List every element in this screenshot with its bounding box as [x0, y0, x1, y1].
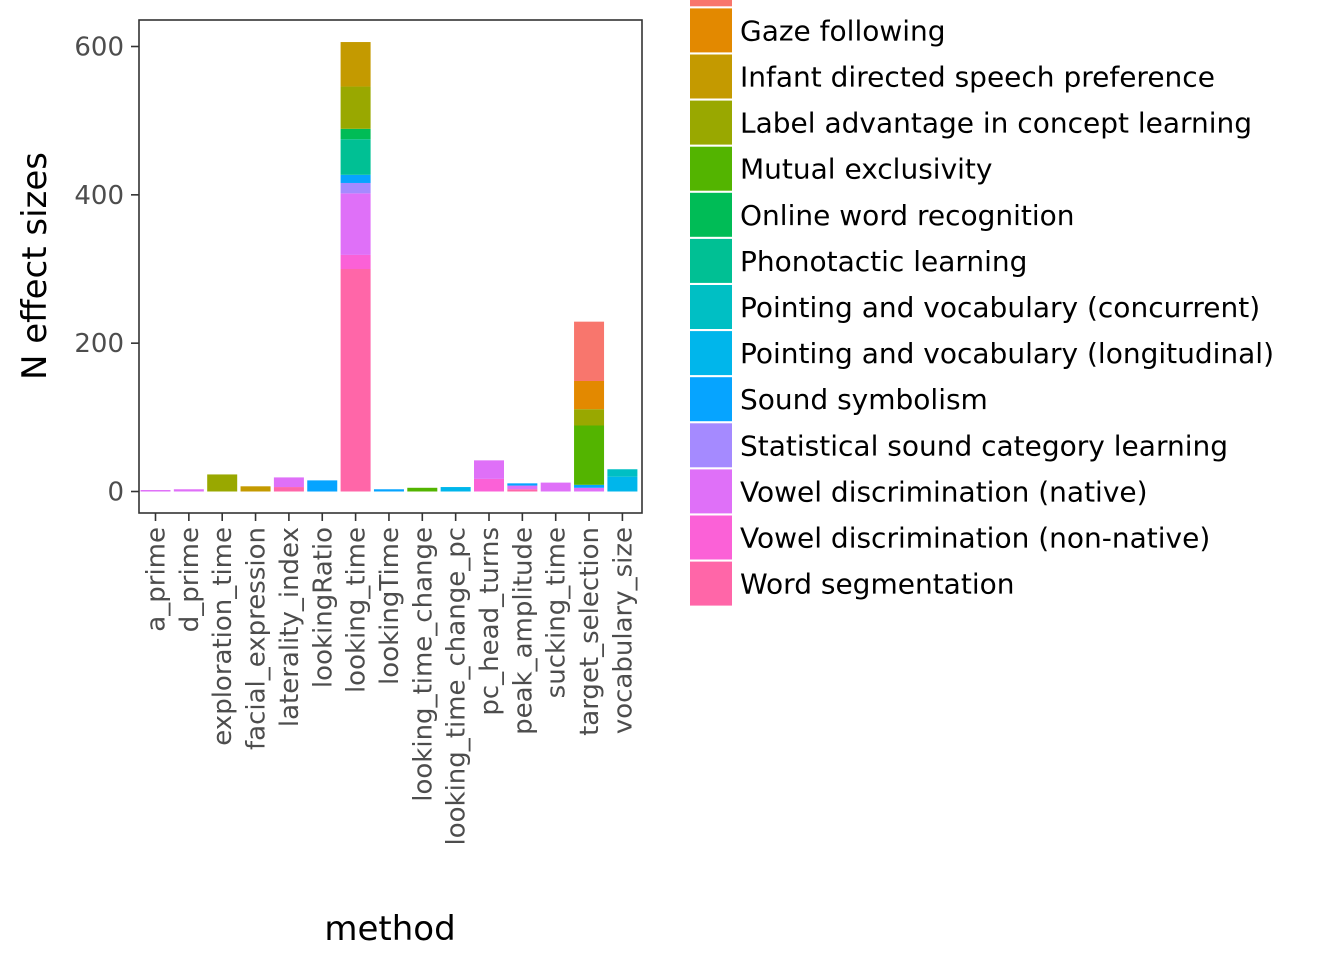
legend: Gaze following Infant directed speech pre… [690, 0, 1274, 606]
bar-segment-sucking_time [540, 482, 571, 492]
legend-label-6: Phonotactic learning [740, 245, 1027, 278]
legend-key-7 [690, 285, 732, 329]
x-tick-label-looking_time_change_pc: looking_time_change_pc [442, 527, 472, 846]
x-tick-label-vocabulary_size: vocabulary_size [608, 527, 638, 734]
bar-segment-looking_time_change [407, 487, 438, 492]
x-tick-label-d_prime: d_prime [175, 527, 205, 632]
x-tick-label-lookingTime: lookingTime [375, 527, 405, 685]
bar-segment-pc_head_turns [474, 460, 504, 479]
bar-segment-looking_time [340, 139, 371, 175]
x-tick-label-facial_expression: facial_expression [242, 527, 272, 750]
bar-segment-looking_time [340, 174, 371, 183]
bar-segment-laterality_index [273, 477, 304, 488]
bar-segment-target_selection [574, 409, 605, 426]
bar-segment-a_prime [140, 490, 171, 492]
x-tick-label-lookingRatio: lookingRatio [308, 527, 338, 688]
bar-segment-facial_expression [240, 486, 271, 492]
bar-segment-peak_amplitude [507, 485, 538, 490]
legend-label-10: Statistical sound category learning [740, 429, 1228, 462]
legend-key-2 [690, 54, 732, 99]
bar-segment-pc_head_turns [474, 478, 504, 492]
panel-border [138, 19, 643, 514]
bar-segment-looking_time [340, 182, 371, 194]
bar-segment-target_selection [574, 484, 605, 488]
x-tick-label-looking_time: looking_time [342, 527, 372, 693]
bar-segment-looking_time_change_pc [440, 487, 471, 492]
bar-segment-peak_amplitude [507, 489, 538, 492]
bar-segment-exploration_time [207, 474, 238, 492]
x-tick-label-looking_time_change: looking_time_change [408, 527, 438, 802]
legend-label-1: Gaze following [740, 14, 946, 47]
legend-key-8 [690, 331, 732, 376]
x-tick-label-target_selection: target_selection [575, 527, 605, 736]
x-tick-label-peak_amplitude: peak_amplitude [508, 527, 538, 735]
y-tick-label-600: 600 [74, 33, 124, 63]
bar-segment-lookingTime [373, 489, 404, 492]
legend-key-12 [690, 515, 732, 560]
legend-label-8: Pointing and vocabulary (longitudinal) [740, 337, 1274, 370]
legend-key-1 [690, 8, 732, 53]
bar-segment-vocabulary_size [607, 469, 638, 477]
bar-segment-target_selection [574, 487, 605, 492]
bar-segment-looking_time [340, 269, 371, 492]
bar-segment-looking_time [340, 254, 371, 269]
legend-label-13: Word segmentation [740, 568, 1014, 601]
legend-label-5: Online word recognition [740, 199, 1075, 232]
bars-group [140, 42, 638, 492]
x-tick-label-exploration_time: exploration_time [208, 527, 238, 746]
bar-segment-looking_time [340, 42, 371, 87]
legend-key-5 [690, 192, 732, 237]
bar-segment-peak_amplitude [507, 483, 538, 486]
legend-key-0 [690, 0, 732, 7]
x-tick-label-laterality_index: laterality_index [275, 527, 305, 727]
legend-key-10 [690, 423, 732, 468]
bar-segment-d_prime [173, 489, 204, 492]
x-tick-label-a_prime: a_prime [142, 527, 172, 632]
bar-segment-looking_time [340, 86, 371, 129]
bar-segment-lookingRatio [307, 480, 338, 492]
legend-key-13 [690, 561, 732, 606]
y-axis: 0 200 400 600 [74, 33, 139, 508]
legend-key-9 [690, 377, 732, 422]
legend-key-11 [690, 469, 732, 514]
legend-key-6 [690, 238, 732, 283]
y-tick-label-200: 200 [74, 329, 124, 359]
legend-label-3: Label advantage in concept learning [740, 107, 1252, 140]
legend-key-3 [690, 100, 732, 145]
legend-label-12: Vowel discrimination (non-native) [740, 522, 1210, 555]
bar-segment-target_selection [574, 425, 605, 485]
y-tick-label-0: 0 [107, 478, 124, 508]
x-axis: a_prime d_prime exploration_time facial_exp… [142, 513, 638, 846]
bar-segment-looking_time [340, 128, 371, 140]
legend-label-7: Pointing and vocabulary (concurrent) [740, 291, 1260, 324]
bar-segment-target_selection [574, 380, 605, 410]
legend-key-4 [690, 146, 732, 191]
x-axis-title: method [324, 909, 455, 949]
y-tick-label-400: 400 [74, 181, 124, 211]
y-axis-title: N effect sizes [15, 152, 55, 380]
legend-label-9: Sound symbolism [740, 383, 988, 416]
legend-label-2: Infant directed speech preference [740, 61, 1215, 94]
x-tick-label-sucking_time: sucking_time [542, 527, 572, 698]
legend-label-11: Vowel discrimination (native) [740, 475, 1148, 508]
bar-segment-laterality_index [273, 487, 304, 492]
x-tick-label-pc_head_turns: pc_head_turns [475, 527, 505, 716]
bar-segment-looking_time [340, 193, 371, 255]
bar-segment-vocabulary_size [607, 476, 638, 492]
bar-segment-target_selection [574, 321, 605, 381]
legend-label-4: Mutual exclusivity [740, 153, 992, 186]
